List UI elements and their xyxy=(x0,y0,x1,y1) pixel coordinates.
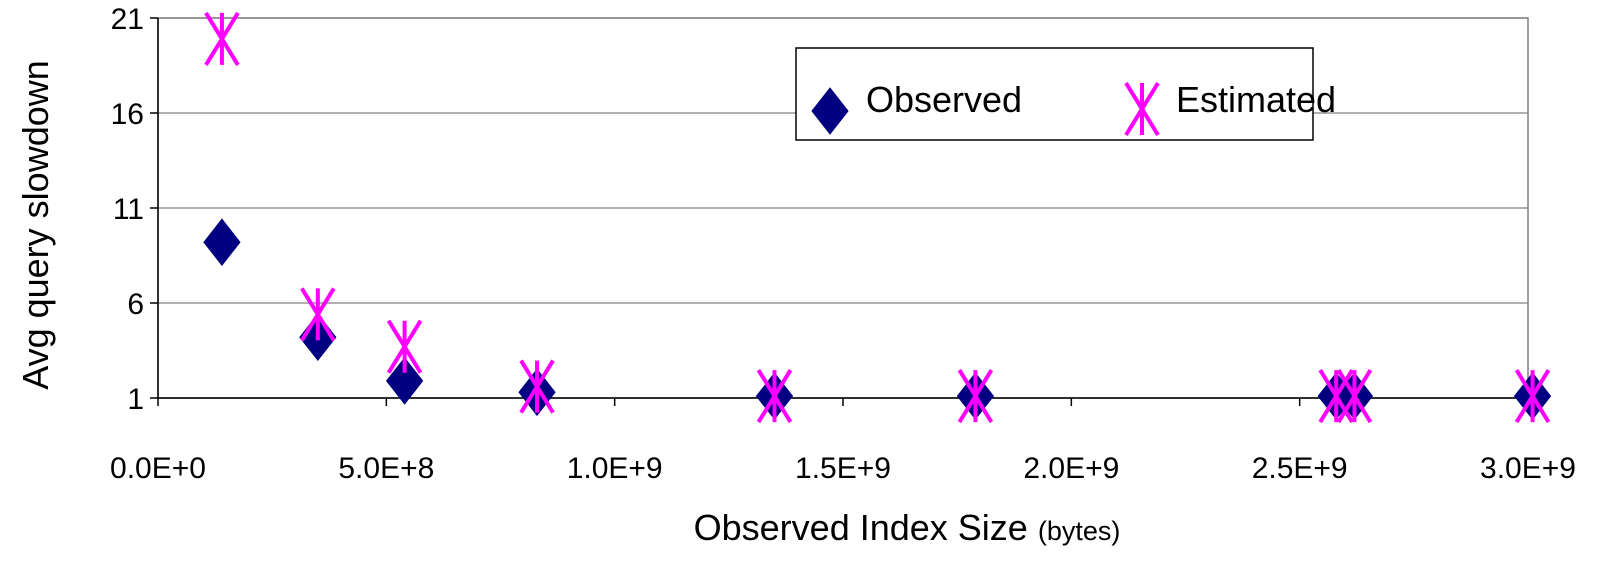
legend-box xyxy=(795,47,1314,141)
legend-label-observed: Observed xyxy=(866,79,1022,120)
y-tick-label: 16 xyxy=(111,98,144,131)
estimated-point xyxy=(204,11,240,66)
estimated-point xyxy=(386,319,423,374)
estimated-point xyxy=(1318,369,1354,424)
x-tick-label: 0.0E+0 xyxy=(110,452,206,485)
y-axis-title: Avg query slowdown xyxy=(15,60,56,390)
estimated-point xyxy=(756,369,793,424)
x-axis-title-text: Observed Index Size xyxy=(694,507,1028,548)
estimated-point xyxy=(300,287,336,342)
legend-label-estimated: Estimated xyxy=(1176,79,1336,120)
x-axis-unit: (bytes) xyxy=(1038,516,1121,546)
x-tick-label: 1.5E+9 xyxy=(795,452,891,485)
estimated-point xyxy=(1336,369,1373,424)
x-tick-label: 1.0E+9 xyxy=(567,452,663,485)
y-tick-label: 11 xyxy=(113,193,144,226)
data-marks xyxy=(203,11,1552,424)
estimated-point xyxy=(957,369,994,424)
legend-marker-estimated xyxy=(1124,81,1160,137)
y-tick-label: 1 xyxy=(127,383,144,416)
y-tick-label: 6 xyxy=(127,288,144,321)
y-tick-label: 21 xyxy=(111,3,144,36)
legend-marker-observed xyxy=(811,87,849,135)
x-tick-label: 5.0E+8 xyxy=(338,452,434,485)
x-tick-label: 2.5E+9 xyxy=(1252,452,1348,485)
x-tick-label: 2.0E+9 xyxy=(1023,452,1119,485)
observed-point xyxy=(203,218,241,267)
x-axis-title: Observed Index Size (bytes) xyxy=(694,507,1121,548)
x-tick-label: 3.0E+9 xyxy=(1480,452,1576,485)
legend: Observed Estimated xyxy=(795,47,1336,141)
observed-point xyxy=(385,357,424,405)
estimated-point xyxy=(519,359,555,414)
estimated-point xyxy=(1514,369,1551,424)
